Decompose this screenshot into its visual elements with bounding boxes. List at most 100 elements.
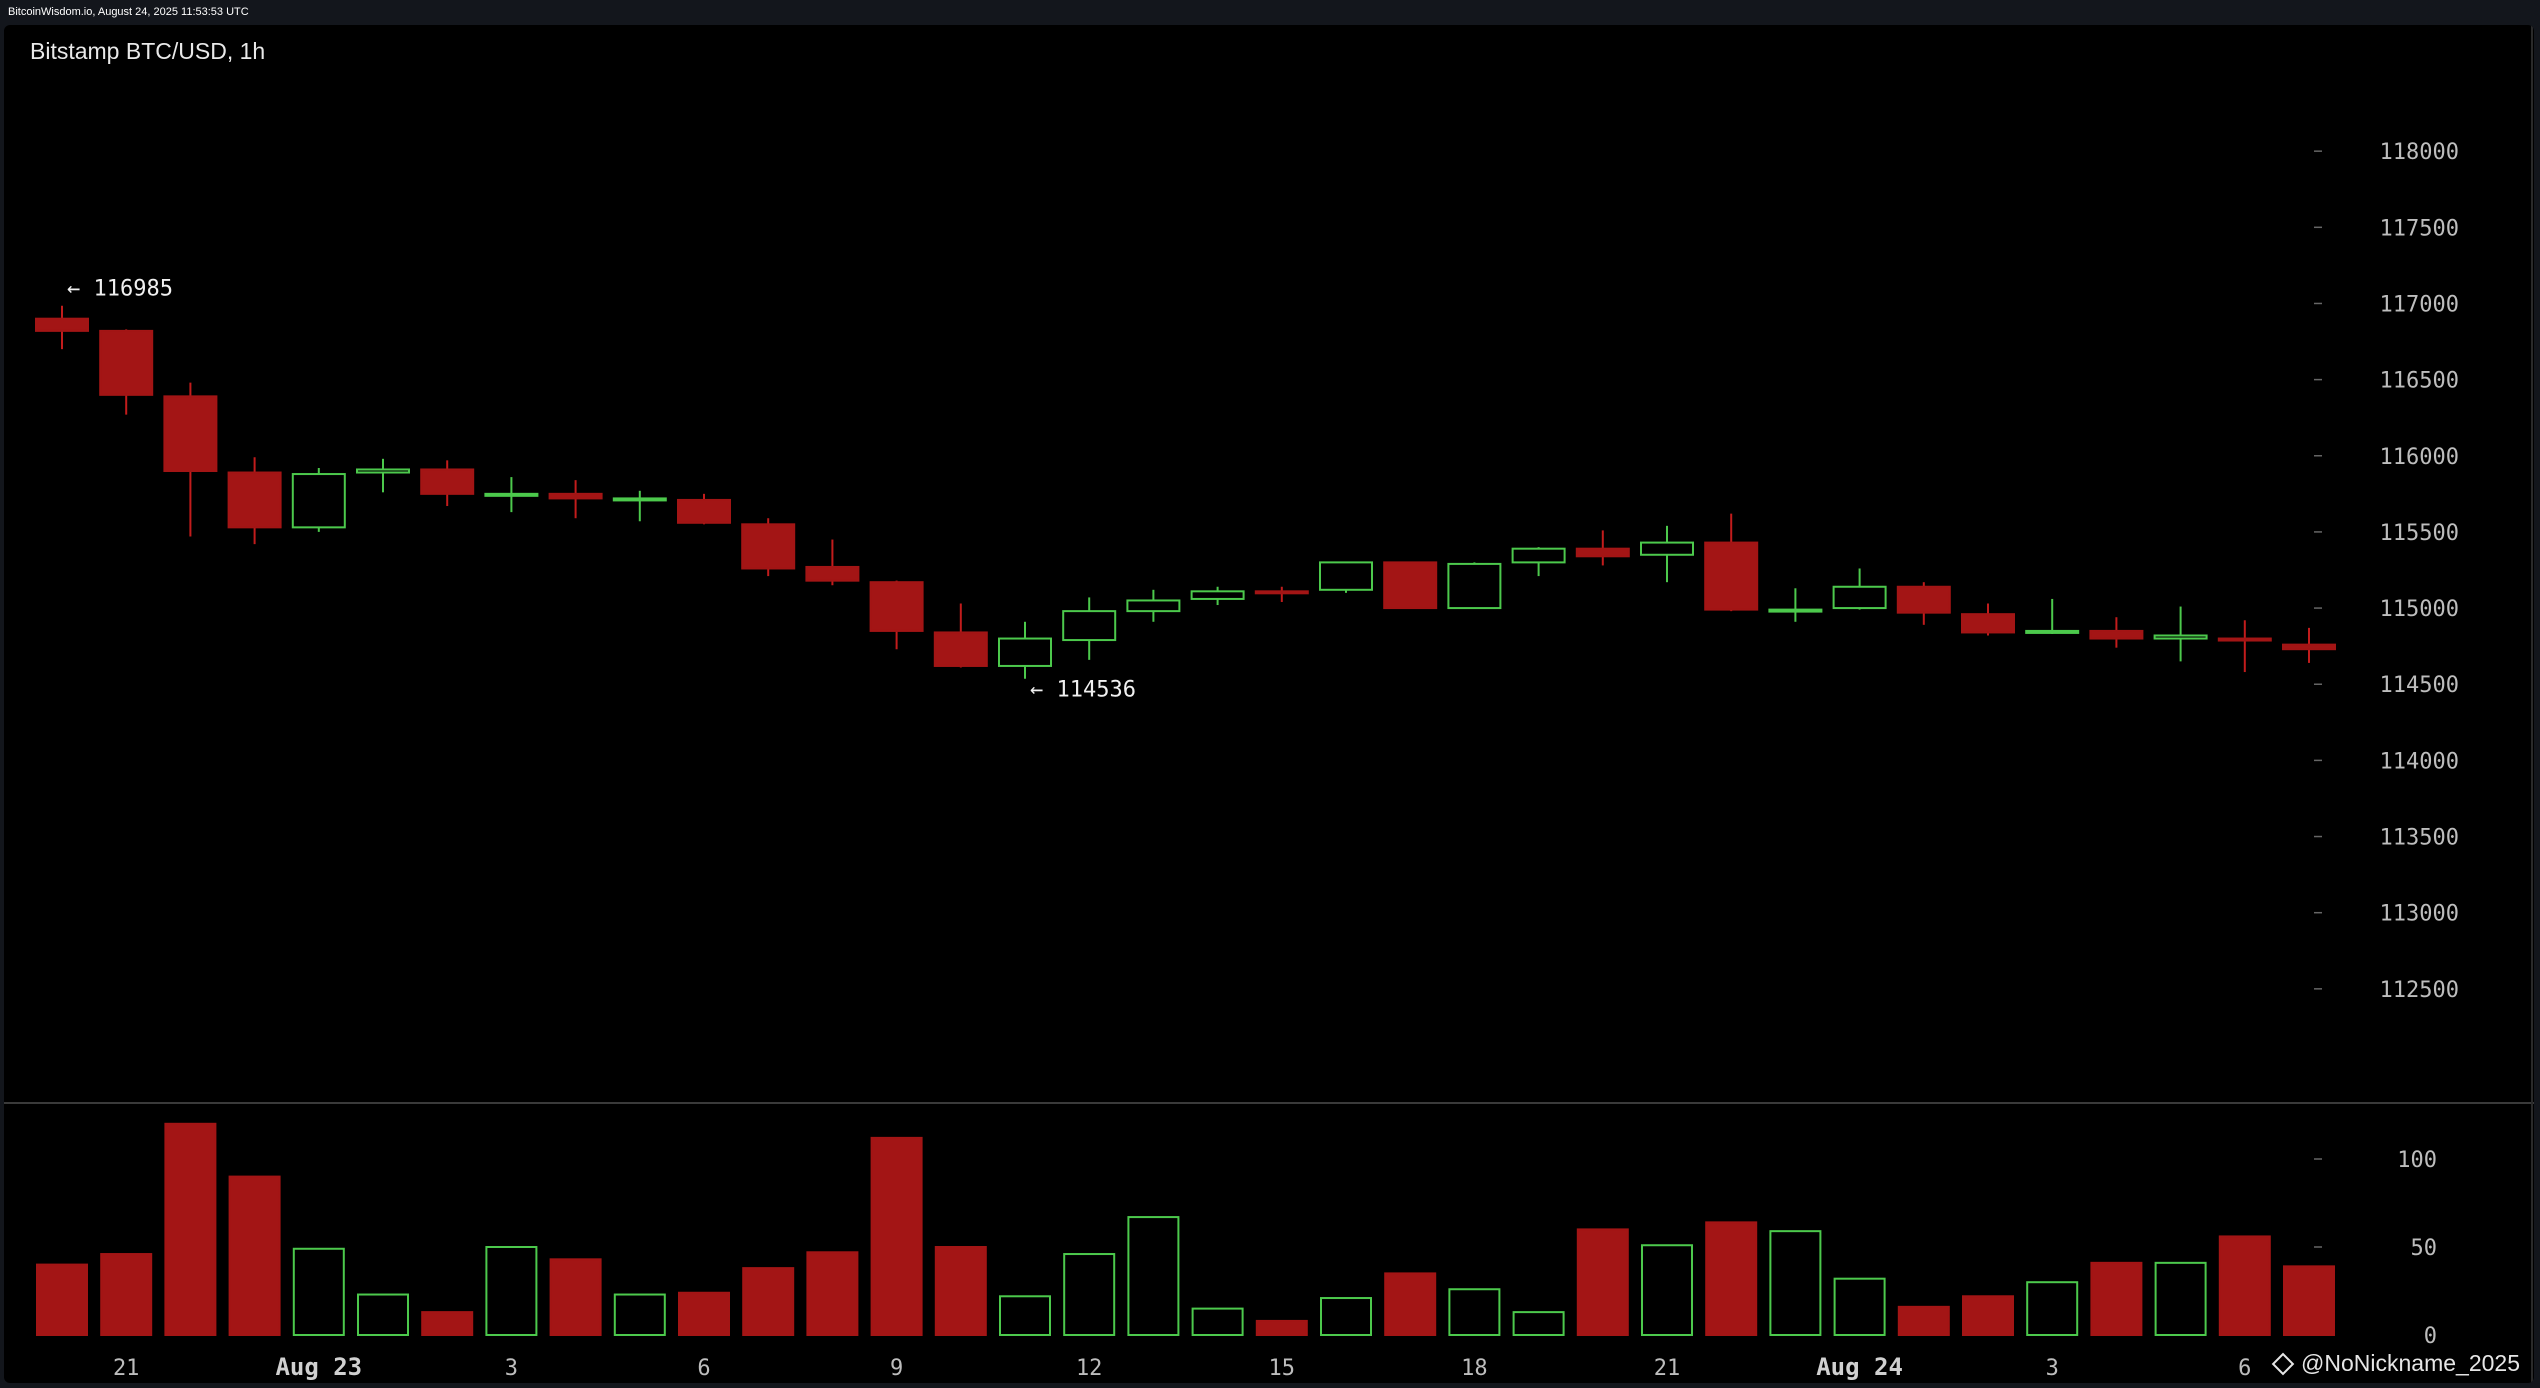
candle-body (1704, 541, 1759, 611)
candle-body (1254, 590, 1309, 595)
volume-bar (1448, 1288, 1501, 1336)
x-axis-label: 9 (890, 1356, 903, 1381)
candle-body (869, 581, 924, 632)
volume-bar (999, 1295, 1051, 1337)
candle-body (1511, 547, 1566, 564)
candle-body (933, 631, 988, 667)
price-tick-label: 115500 (2380, 521, 2459, 546)
price-tick-label: 117500 (2380, 216, 2459, 241)
top-bar: BitcoinWisdom.io, August 24, 2025 11:53:… (0, 0, 2540, 25)
volume-bar (1769, 1230, 1822, 1337)
volume-bar (421, 1311, 474, 1336)
candle-body (227, 471, 282, 529)
volume-bar (1512, 1311, 1565, 1336)
volume-bar (1641, 1244, 1693, 1336)
x-axis-label: 6 (697, 1356, 710, 1381)
candle-body (1447, 562, 1502, 610)
volume-bar (934, 1246, 987, 1336)
volume-bar (742, 1267, 795, 1336)
x-axis-label: 18 (1461, 1356, 1488, 1381)
watermark: @NoNickname_2025 (2271, 1350, 2520, 1377)
price-tick-label: 116500 (2380, 369, 2459, 394)
volume-bar (2154, 1261, 2207, 1336)
volume-bar (1127, 1216, 1180, 1336)
price-tick-label: 114500 (2380, 673, 2459, 698)
candle-body (1190, 590, 1245, 600)
candle-body (2282, 643, 2336, 651)
candle-body (99, 329, 154, 396)
candle-body (1768, 608, 1823, 613)
x-axis-label: 6 (2238, 1356, 2251, 1381)
volume-bar (1576, 1228, 1629, 1337)
volume-bar (2218, 1235, 2271, 1336)
volume-bar (292, 1247, 345, 1337)
volume-tick-label: 50 (2411, 1236, 2438, 1261)
candle-body (741, 523, 796, 570)
x-axis-label: 12 (1076, 1356, 1103, 1381)
x-axis-label: 21 (113, 1356, 140, 1381)
volume-bar (1384, 1272, 1437, 1337)
volume-bar (2026, 1281, 2079, 1336)
volume-bar (1897, 1305, 1950, 1336)
chart-title: Bitstamp BTC/USD, 1h (30, 38, 266, 64)
chart-panel: 112500 113000 113500 114000 114500 115000 1155… (4, 25, 2534, 1383)
volume-bar (100, 1253, 153, 1337)
x-axis-label: 21 (1654, 1356, 1681, 1381)
volume-bar (1191, 1307, 1244, 1336)
candle-body (484, 492, 539, 497)
candle-body (1961, 613, 2015, 634)
candle-body (2089, 629, 2144, 640)
volume-bar (1833, 1277, 1886, 1337)
candle-body (1896, 585, 1951, 614)
candle-body (998, 637, 1052, 667)
x-axis-label: 3 (2046, 1356, 2059, 1381)
x-axis-label: 15 (1269, 1356, 1296, 1381)
timestamp-label: BitcoinWisdom.io, August 24, 2025 11:53:… (8, 6, 249, 18)
volume-bar (613, 1293, 666, 1337)
volume-bar (1962, 1295, 2014, 1337)
candle-body (1062, 610, 1117, 642)
candle-body (2217, 637, 2272, 642)
price-tick-label: 116000 (2380, 445, 2459, 470)
volume-bar (1255, 1319, 1308, 1337)
candle-body (420, 468, 475, 495)
volume-bar (549, 1258, 602, 1336)
price-tick-label: 113500 (2380, 826, 2459, 851)
candle-body (612, 497, 667, 502)
diamond-logo-icon (2271, 1352, 2295, 1375)
price-tick-label: 115000 (2380, 597, 2459, 622)
x-axis-label: Aug 23 (275, 1353, 362, 1381)
volume-tick-label: 0 (2424, 1324, 2437, 1349)
volume-bar (1705, 1221, 1758, 1336)
candle-body (35, 317, 89, 332)
candle-body (356, 468, 410, 474)
volume-bar (36, 1263, 88, 1336)
candle-body (1640, 541, 1694, 556)
volume-tick-label: 100 (2397, 1148, 2437, 1173)
candle-body (1126, 599, 1181, 613)
volume-bar (164, 1122, 217, 1337)
price-tick-label: 117000 (2380, 292, 2459, 317)
volume-bar (678, 1291, 730, 1337)
watermark-text: @NoNickname_2025 (2301, 1350, 2520, 1376)
volume-bar (1320, 1297, 1372, 1337)
price-tick-label: 118000 (2380, 140, 2459, 165)
x-axis-label: Aug 24 (1816, 1353, 1903, 1381)
candle-body (163, 395, 218, 472)
volume-bar (870, 1136, 923, 1336)
candlestick-chart: 112500 113000 113500 114000 114500 115000 1155… (4, 25, 2534, 1383)
candle-body (2153, 634, 2208, 640)
candle-body (1832, 585, 1887, 610)
price-annotation: ← 116985 (67, 277, 173, 302)
x-axis-label: 3 (505, 1356, 518, 1381)
candle-body (1575, 547, 1630, 558)
candle-body (2025, 629, 2080, 634)
volume-bar (228, 1175, 281, 1336)
candle-body (548, 492, 603, 500)
candle-body (291, 473, 346, 529)
candle-body (677, 498, 731, 524)
volume-bar (357, 1293, 409, 1337)
volume-bar (806, 1251, 859, 1337)
price-annotation: ← 114536 (1030, 678, 1136, 703)
volume-bar (2090, 1261, 2143, 1336)
